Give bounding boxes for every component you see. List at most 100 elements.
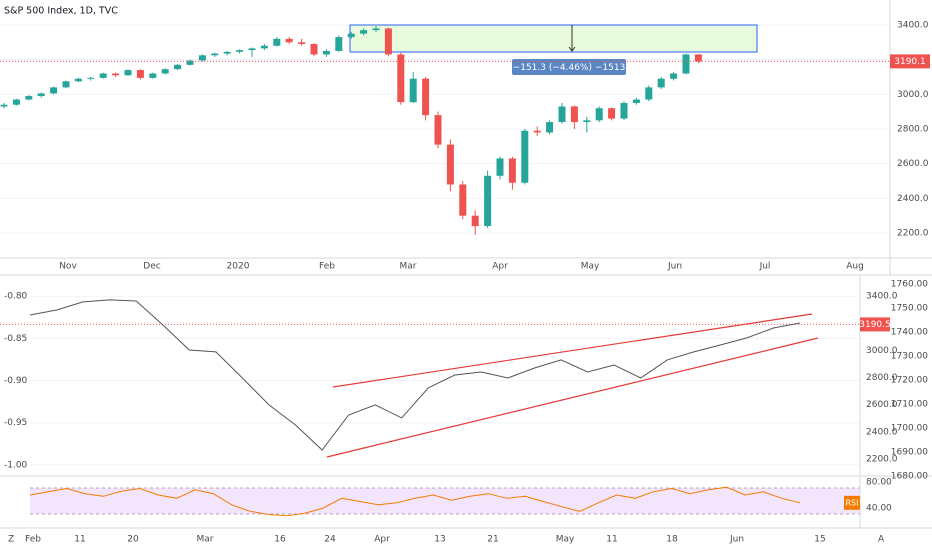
candle-body bbox=[384, 28, 392, 55]
candle-body bbox=[595, 108, 603, 121]
y-tick-label: 2400.0 bbox=[897, 194, 929, 204]
candle-body bbox=[236, 50, 244, 52]
y-tick-label: 2200.0 bbox=[897, 229, 929, 239]
x-tick-label: Feb bbox=[319, 262, 335, 272]
y-tick-label: -0.85 bbox=[4, 334, 27, 344]
candle-body bbox=[211, 53, 219, 56]
candle-body bbox=[0, 104, 8, 107]
candle-body bbox=[632, 99, 640, 103]
last-price-box bbox=[890, 54, 930, 69]
y-tick-label: 2200.0 bbox=[866, 454, 898, 464]
candle-body bbox=[645, 87, 653, 100]
corner-label: A bbox=[878, 535, 885, 545]
candle-body bbox=[248, 48, 256, 51]
y-tick-label: 3000.0 bbox=[866, 346, 898, 356]
y-tick-label: 3400.0 bbox=[897, 20, 929, 30]
candle-body bbox=[112, 73, 120, 76]
x-tick-label: Mar bbox=[197, 535, 214, 545]
candle-body bbox=[285, 38, 293, 43]
y-tick-label: 2400.0 bbox=[866, 427, 898, 437]
x-tick-label: 13 bbox=[434, 535, 445, 545]
x-tick-label: Aug bbox=[846, 262, 864, 272]
candle-body bbox=[174, 64, 182, 70]
trend-line bbox=[332, 313, 813, 388]
y-tick-label: -0.90 bbox=[4, 376, 28, 386]
candle-body bbox=[620, 102, 628, 119]
x-tick-label: 18 bbox=[666, 535, 678, 545]
measure-arrowhead bbox=[568, 46, 576, 52]
candle-body bbox=[298, 42, 306, 45]
candle-body bbox=[99, 73, 107, 78]
candle-body bbox=[608, 108, 616, 119]
y-tick-label: 80.00 bbox=[866, 478, 892, 488]
y-tick-label: 1710.00 bbox=[891, 399, 928, 409]
candle-body bbox=[546, 122, 554, 133]
measure-label: −151.3 (−4.46%) −1513 bbox=[513, 63, 626, 73]
y-tick-label: 2800.0 bbox=[897, 125, 929, 135]
trend-line bbox=[326, 337, 819, 458]
candle-body bbox=[360, 30, 368, 34]
rsi-tag: RSI bbox=[846, 498, 859, 507]
x-tick-label: Dec bbox=[143, 262, 160, 272]
x-tick-label: 16 bbox=[274, 535, 286, 545]
x-tick-label: Feb bbox=[25, 535, 41, 545]
candle-body bbox=[260, 45, 268, 49]
corner-label: Z bbox=[8, 535, 14, 545]
candle-body bbox=[62, 81, 70, 88]
candle-body bbox=[347, 33, 355, 38]
last-price-box bbox=[860, 317, 890, 332]
candle-body bbox=[471, 215, 479, 227]
candle-body bbox=[87, 77, 95, 79]
candle-body bbox=[657, 78, 665, 88]
candle-body bbox=[25, 96, 33, 100]
candle-body bbox=[37, 93, 45, 97]
x-tick-label: Apr bbox=[492, 262, 508, 272]
y-tick-label: 1730.00 bbox=[891, 351, 928, 361]
candle-body bbox=[335, 37, 343, 51]
x-tick-label: Mar bbox=[400, 262, 417, 272]
candle-body bbox=[409, 78, 417, 103]
x-tick-label: 2020 bbox=[227, 262, 250, 272]
candle-body bbox=[446, 144, 454, 185]
candle-body bbox=[74, 78, 82, 82]
candle-body bbox=[583, 120, 591, 123]
y-tick-label: 2800.0 bbox=[866, 373, 898, 383]
candle-body bbox=[273, 38, 281, 46]
marks bbox=[0, 26, 890, 517]
rsi-tag-box bbox=[844, 495, 860, 510]
y-tick-label: 3000.0 bbox=[897, 90, 929, 100]
last-price-label: 3190.1 bbox=[894, 57, 926, 67]
candle-body bbox=[124, 70, 132, 76]
measure-box bbox=[349, 24, 758, 53]
candle-body bbox=[496, 158, 504, 176]
x-tick-label: 24 bbox=[324, 535, 336, 545]
x-tick-label: 11 bbox=[74, 535, 85, 545]
candle-body bbox=[161, 69, 169, 74]
y-tick-label: -1.00 bbox=[4, 460, 28, 470]
candle-body bbox=[422, 78, 430, 116]
y-tick-label: 2600.0 bbox=[897, 159, 929, 169]
y-tick-label: 3400.0 bbox=[866, 291, 898, 301]
candle-body bbox=[12, 99, 20, 105]
candle-body bbox=[521, 130, 529, 183]
candle-body bbox=[149, 73, 157, 78]
x-tick-label: 20 bbox=[127, 535, 139, 545]
x-tick-label: 15 bbox=[814, 535, 825, 545]
x-tick-label: May bbox=[556, 535, 575, 545]
measure-label-box bbox=[512, 59, 626, 75]
chart-title: S&P 500 Index, 1D, TVC bbox=[4, 6, 118, 17]
y-tick-label: 1720.00 bbox=[891, 375, 928, 385]
candle-body bbox=[136, 70, 144, 78]
candle-body bbox=[50, 87, 58, 94]
rsi-band bbox=[30, 488, 860, 514]
y-tick-label: 1700.00 bbox=[891, 423, 928, 433]
y-tick-label: 2600.0 bbox=[866, 400, 898, 410]
candle-body bbox=[223, 51, 231, 54]
y-tick-label: -0.80 bbox=[4, 292, 28, 302]
candle-body bbox=[533, 130, 541, 133]
candle-body bbox=[198, 55, 206, 61]
series-line bbox=[29, 299, 801, 451]
y-tick-label: 1750.00 bbox=[891, 303, 928, 313]
x-tick-label: Jun bbox=[729, 535, 744, 545]
